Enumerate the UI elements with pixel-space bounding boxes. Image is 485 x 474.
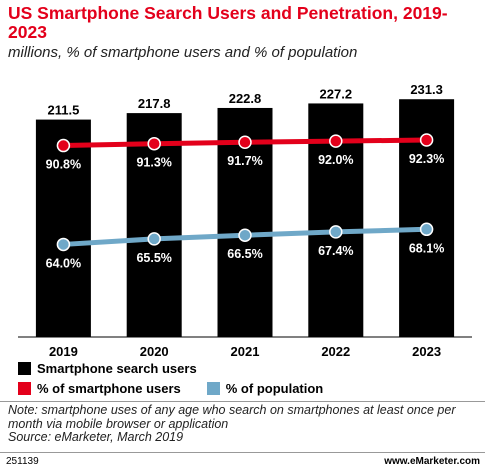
legend-label-population: % of population <box>225 381 324 396</box>
footer-site: www.eMarketer.com <box>384 456 480 467</box>
bar-value-label-2019: 211.5 <box>47 103 79 118</box>
population-label-2019: 64.0% <box>46 256 81 270</box>
bar-2019 <box>35 119 91 337</box>
smartphone-users-label-2021: 91.7% <box>227 154 262 168</box>
x-tick-label-2020: 2020 <box>140 344 169 359</box>
legend-row-2: % of smartphone users % of population <box>18 381 349 396</box>
x-tick-label-2022: 2022 <box>321 344 350 359</box>
legend-label-smartphone: % of smartphone users <box>37 381 181 396</box>
legend-item-smartphone: % of smartphone users <box>18 381 181 396</box>
population-point-2021 <box>238 228 252 242</box>
footer-id: 251139 <box>6 456 39 467</box>
smartphone-users-label-2022: 92.0% <box>318 153 353 167</box>
source-text: Source: eMarketer, March 2019 <box>8 430 184 444</box>
chart-subtitle: millions, % of smartphone users and % of… <box>8 44 358 61</box>
legend-item-bars: Smartphone search users <box>18 361 197 376</box>
population-point-2019 <box>56 237 71 252</box>
note-text: Note: smartphone uses of any age who sea… <box>8 403 456 431</box>
population-label-2020: 65.5% <box>136 251 171 265</box>
legend-swatch-smartphone <box>18 382 31 395</box>
footer-divider <box>0 452 485 453</box>
smartphone-users-point-2021 <box>238 135 252 149</box>
legend-swatch-bars <box>18 362 31 375</box>
population-point-2023 <box>419 222 434 237</box>
smartphone-users-label-2023: 92.3% <box>409 152 444 166</box>
smartphone-users-label-2019: 90.8% <box>46 158 81 172</box>
legend-row-1: Smartphone search users <box>18 361 223 376</box>
smartphone-users-label-2020: 91.3% <box>136 156 171 170</box>
bar-value-label-2020: 217.8 <box>138 96 171 111</box>
chart-title: US Smartphone Search Users and Penetrati… <box>8 3 448 42</box>
smartphone-users-point-2020 <box>147 136 161 151</box>
smartphone-users-point-2023 <box>419 133 434 147</box>
bar-value-label-2021: 222.8 <box>229 91 262 106</box>
legend-label-bars: Smartphone search users <box>37 361 197 376</box>
note-divider <box>0 401 485 402</box>
population-point-2022 <box>329 225 343 239</box>
x-tick-label-2019: 2019 <box>49 344 78 359</box>
x-tick-label-2023: 2023 <box>412 344 441 359</box>
bar-value-label-2022: 227.2 <box>320 86 353 101</box>
x-tick-label-2021: 2021 <box>231 344 260 359</box>
population-label-2021: 66.5% <box>227 247 262 261</box>
footer: 251139 www.eMarketer.com <box>6 456 480 467</box>
bar-value-label-2023: 231.3 <box>410 82 443 97</box>
population-label-2022: 67.4% <box>318 244 353 258</box>
legend-item-population: % of population <box>206 381 324 396</box>
chart-note: Note: smartphone uses of any age who sea… <box>8 403 478 445</box>
population-point-2020 <box>147 232 161 246</box>
smartphone-users-point-2022 <box>329 134 343 148</box>
population-label-2023: 68.1% <box>409 241 444 255</box>
legend-swatch-population <box>206 382 220 395</box>
smartphone-users-point-2019 <box>56 138 71 153</box>
